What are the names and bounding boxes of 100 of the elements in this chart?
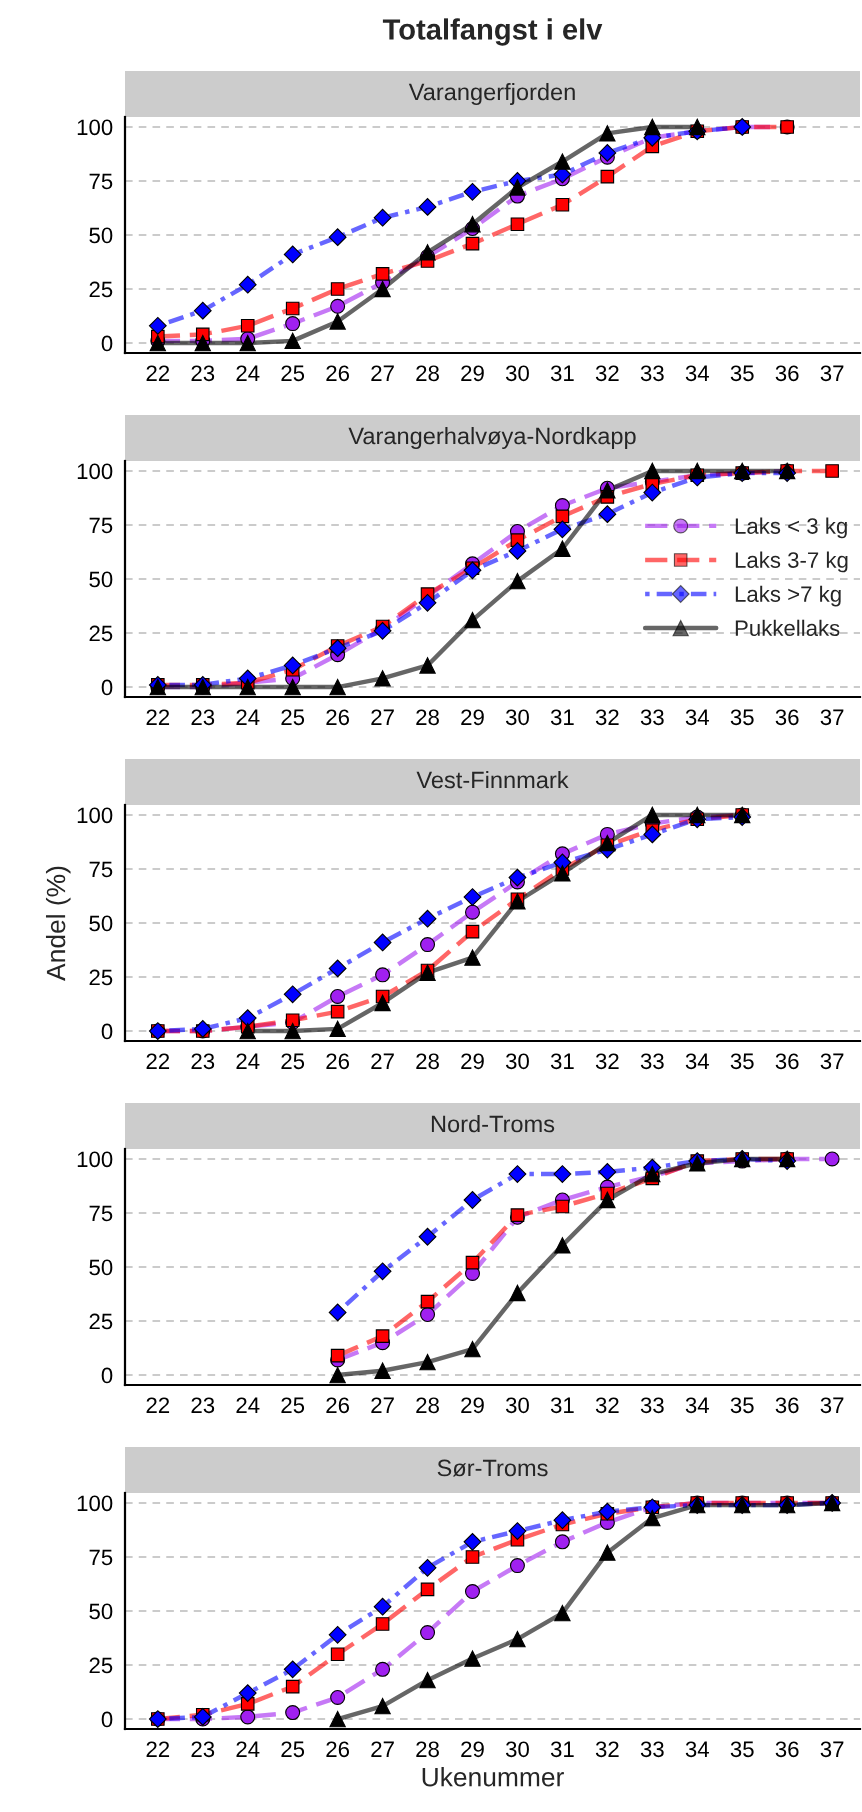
y-tick-label: 25 [89,281,113,298]
x-tick-label: 24 [236,1741,260,1757]
x-tick-label: 24 [236,1053,260,1069]
legend-label: Laks 3-7 kg [735,551,848,573]
x-tick-label: 28 [416,1741,439,1758]
chart-subtitle: Nord-Troms [431,1114,555,1133]
x-tick-label: 34 [685,1397,709,1414]
x-tick-label: 31 [550,709,574,726]
x-tick-label: 27 [371,1741,394,1757]
y-tick-label: 0 [101,1367,113,1384]
x-tick-label: 28 [416,1397,439,1414]
x-tick-label: 27 [371,1053,394,1069]
y-tick-label: 25 [89,1313,113,1330]
y-axis-title: Andel (%) [45,866,71,981]
x-tick-label: 22 [146,1397,170,1413]
chart-subtitle: Varangerfjorden [408,83,575,106]
y-tick-label: 0 [101,335,113,352]
x-tick-label: 26 [326,1053,350,1070]
x-tick-label: 32 [595,1053,619,1070]
chart-subtitle: Sør-Troms [437,1459,548,1477]
x-tick-label: 25 [281,709,305,726]
legend-label: Pukkellaks [735,619,840,637]
x-tick-label: 30 [505,1053,529,1070]
x-tick-label: 32 [595,709,619,726]
x-tick-label: 31 [550,1741,574,1758]
x-tick-label: 29 [461,1397,484,1414]
x-tick-label: 36 [775,1741,799,1758]
chart-title: Totalfangst i elv [382,18,603,46]
y-tick-label: 50 [89,571,113,588]
y-tick-label: 75 [89,517,113,534]
x-axis-title: Ukenummer [422,1767,564,1787]
y-tick-label: 50 [89,227,113,244]
x-tick-label: 32 [595,1397,619,1414]
x-tick-label: 25 [281,1397,305,1414]
x-tick-label: 25 [281,365,305,382]
x-tick-label: 37 [820,1053,844,1070]
x-tick-label: 23 [191,365,215,382]
y-tick-label: 75 [89,861,113,878]
x-tick-label: 37 [820,709,844,726]
y-tick-label: 0 [101,1711,113,1728]
legend-label: Laks >7 kg [735,585,841,607]
x-tick-label: 36 [775,1397,799,1414]
x-tick-label: 27 [371,365,394,381]
x-tick-label: 29 [461,1741,484,1758]
x-tick-label: 34 [685,1053,709,1070]
x-tick-label: 31 [550,1397,574,1414]
x-tick-label: 30 [505,1397,529,1414]
x-tick-label: 27 [371,1397,394,1413]
x-tick-label: 35 [730,709,754,726]
x-tick-label: 22 [146,365,170,381]
x-tick-label: 25 [281,1741,305,1758]
x-tick-label: 22 [146,709,170,725]
legend-label: Laks < 3 kg [735,517,847,539]
x-tick-label: 33 [640,709,664,726]
x-tick-label: 36 [775,1053,799,1070]
x-tick-label: 23 [191,1053,215,1070]
x-tick-label: 35 [730,365,754,382]
x-tick-label: 35 [730,1397,754,1414]
chart-subtitle: Varangerhalvøya-Nordkapp [348,426,636,450]
x-tick-label: 28 [416,1053,439,1070]
x-tick-label: 33 [640,1397,664,1414]
y-tick-label: 75 [89,173,113,190]
y-tick-label: 100 [77,1151,113,1168]
y-tick-label: 50 [89,915,113,932]
x-tick-label: 23 [191,1397,215,1414]
x-tick-label: 32 [595,1741,619,1758]
x-tick-label: 28 [416,365,439,382]
x-tick-label: 37 [820,1741,844,1758]
y-tick-label: 25 [89,1657,113,1674]
x-tick-label: 30 [505,709,529,726]
y-tick-label: 0 [101,1023,113,1040]
x-tick-label: 33 [640,1053,664,1070]
x-tick-label: 29 [461,1053,484,1070]
x-tick-label: 33 [640,1741,664,1758]
x-tick-label: 26 [326,1741,350,1758]
y-tick-label: 75 [89,1205,113,1222]
x-tick-label: 36 [775,365,799,382]
x-tick-label: 31 [550,365,574,382]
x-tick-label: 34 [685,365,709,382]
y-tick-label: 25 [89,969,113,986]
x-tick-label: 24 [236,365,260,381]
x-tick-label: 37 [820,365,844,382]
x-tick-label: 27 [371,709,394,725]
y-tick-label: 50 [89,1259,113,1276]
x-tick-label: 23 [191,709,215,726]
x-tick-label: 22 [146,1053,170,1069]
x-tick-label: 24 [236,1397,260,1413]
x-tick-label: 31 [550,1053,574,1070]
x-tick-label: 29 [461,709,484,726]
x-tick-label: 23 [191,1741,215,1758]
x-tick-label: 32 [595,365,619,382]
x-tick-label: 30 [505,365,529,382]
y-tick-label: 100 [77,807,113,824]
y-tick-label: 75 [89,1549,113,1566]
x-tick-label: 35 [730,1053,754,1070]
x-tick-label: 26 [326,365,350,382]
x-tick-label: 34 [685,1741,709,1758]
x-tick-label: 30 [505,1741,529,1758]
x-tick-label: 36 [775,709,799,726]
x-tick-label: 25 [281,1053,305,1070]
